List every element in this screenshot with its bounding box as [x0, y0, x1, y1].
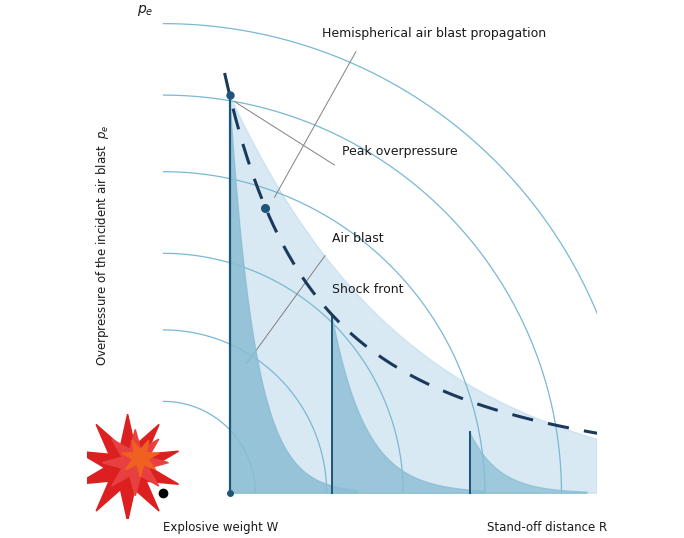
Polygon shape [122, 440, 159, 477]
Text: Air blast: Air blast [332, 231, 384, 244]
Text: Overpressure of the incident air blast  $p_e$: Overpressure of the incident air blast $… [94, 125, 111, 366]
Polygon shape [230, 95, 357, 493]
Text: $p_e$: $p_e$ [137, 3, 153, 18]
Polygon shape [102, 429, 168, 496]
Polygon shape [77, 414, 179, 521]
Text: Shock front: Shock front [332, 282, 404, 295]
Polygon shape [470, 432, 587, 493]
Polygon shape [332, 315, 485, 493]
Text: Hemispherical air blast propagation: Hemispherical air blast propagation [321, 27, 546, 40]
Polygon shape [230, 95, 597, 493]
Text: Stand-off distance R: Stand-off distance R [487, 521, 607, 534]
Text: Peak overpressure: Peak overpressure [342, 145, 458, 158]
Text: Explosive weight W: Explosive weight W [163, 521, 278, 534]
